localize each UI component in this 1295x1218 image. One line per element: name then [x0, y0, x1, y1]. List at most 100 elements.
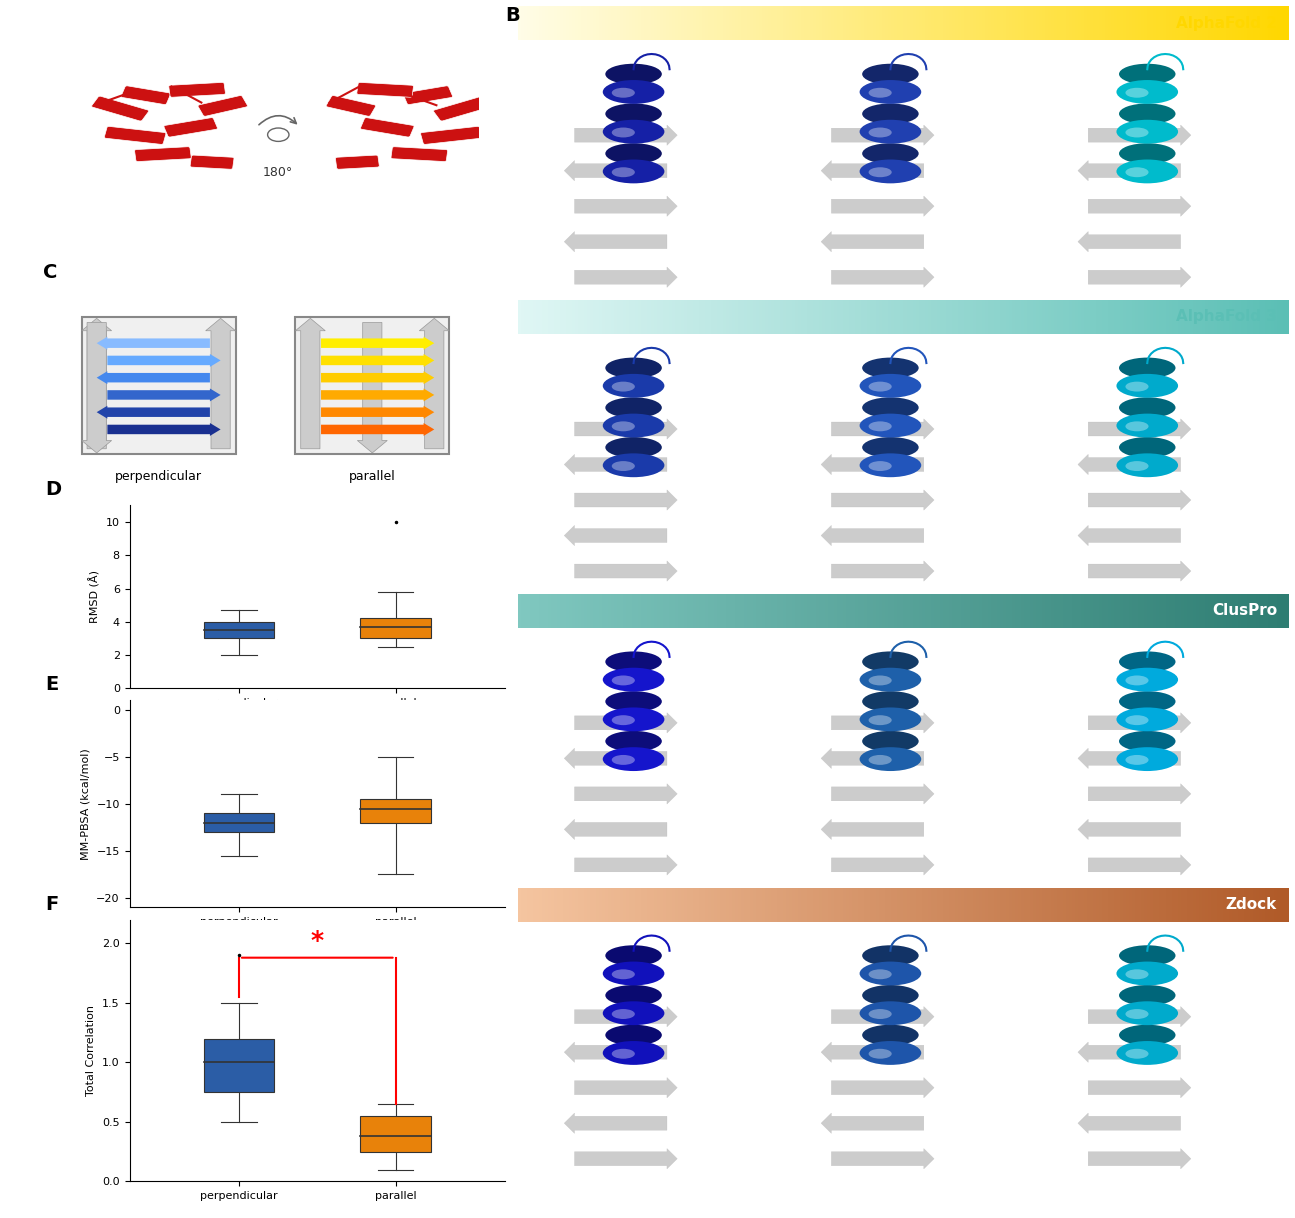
Ellipse shape: [860, 119, 921, 144]
FancyArrow shape: [565, 454, 667, 475]
Ellipse shape: [869, 1009, 892, 1019]
Ellipse shape: [869, 128, 892, 138]
Ellipse shape: [869, 167, 892, 177]
FancyArrow shape: [107, 389, 220, 402]
Ellipse shape: [860, 667, 921, 692]
Ellipse shape: [605, 691, 662, 711]
Ellipse shape: [1119, 437, 1176, 458]
FancyArrow shape: [831, 1078, 934, 1097]
Ellipse shape: [1116, 414, 1178, 437]
Text: 180°: 180°: [263, 166, 294, 179]
FancyArrow shape: [821, 454, 923, 475]
Ellipse shape: [611, 421, 635, 431]
Ellipse shape: [605, 945, 662, 966]
FancyBboxPatch shape: [421, 127, 482, 145]
Ellipse shape: [611, 381, 635, 391]
FancyBboxPatch shape: [203, 1039, 275, 1093]
Ellipse shape: [862, 104, 918, 124]
Ellipse shape: [611, 715, 635, 725]
FancyArrow shape: [1088, 713, 1191, 733]
Ellipse shape: [602, 80, 664, 104]
FancyArrow shape: [1088, 783, 1191, 804]
FancyArrow shape: [420, 318, 449, 448]
Ellipse shape: [860, 453, 921, 477]
Ellipse shape: [862, 144, 918, 164]
Ellipse shape: [1125, 715, 1149, 725]
Text: C: C: [43, 263, 58, 283]
Ellipse shape: [1116, 453, 1178, 477]
Ellipse shape: [1125, 381, 1149, 391]
Ellipse shape: [860, 1001, 921, 1026]
Ellipse shape: [1119, 691, 1176, 711]
FancyArrow shape: [565, 161, 667, 180]
Ellipse shape: [1116, 747, 1178, 771]
Ellipse shape: [605, 104, 662, 124]
FancyArrow shape: [1088, 490, 1191, 510]
FancyBboxPatch shape: [120, 85, 171, 105]
FancyArrow shape: [321, 406, 434, 419]
Ellipse shape: [611, 1049, 635, 1058]
Ellipse shape: [602, 1001, 664, 1026]
FancyArrow shape: [1077, 748, 1181, 769]
Ellipse shape: [1119, 144, 1176, 164]
Ellipse shape: [611, 1009, 635, 1019]
Text: D: D: [45, 480, 61, 499]
Ellipse shape: [602, 708, 664, 731]
FancyArrow shape: [107, 354, 220, 367]
FancyBboxPatch shape: [190, 155, 234, 169]
Ellipse shape: [862, 1024, 918, 1045]
Ellipse shape: [602, 119, 664, 144]
Ellipse shape: [860, 80, 921, 104]
FancyArrow shape: [206, 318, 236, 448]
FancyArrow shape: [1088, 125, 1191, 145]
FancyArrow shape: [821, 1043, 923, 1062]
FancyBboxPatch shape: [391, 146, 448, 162]
FancyArrow shape: [831, 713, 934, 733]
FancyArrow shape: [1088, 267, 1191, 287]
FancyArrow shape: [565, 1113, 667, 1134]
Ellipse shape: [862, 358, 918, 379]
Ellipse shape: [869, 676, 892, 686]
Y-axis label: MM-PBSA (kcal/mol): MM-PBSA (kcal/mol): [80, 748, 91, 860]
FancyBboxPatch shape: [434, 96, 491, 121]
Text: F: F: [45, 894, 58, 914]
Ellipse shape: [605, 652, 662, 672]
Text: AlphaFold 3: AlphaFold 3: [1176, 309, 1277, 324]
FancyArrow shape: [1077, 1113, 1181, 1134]
Ellipse shape: [602, 160, 664, 184]
FancyBboxPatch shape: [360, 619, 431, 638]
FancyArrow shape: [97, 406, 210, 419]
Ellipse shape: [1119, 63, 1176, 84]
FancyArrow shape: [831, 783, 934, 804]
Ellipse shape: [1116, 1041, 1178, 1065]
FancyArrow shape: [575, 1078, 677, 1097]
FancyArrow shape: [831, 855, 934, 875]
Ellipse shape: [602, 667, 664, 692]
Ellipse shape: [1125, 1009, 1149, 1019]
Text: perpendicular: perpendicular: [115, 470, 202, 484]
FancyArrow shape: [575, 855, 677, 875]
Ellipse shape: [602, 414, 664, 437]
Y-axis label: Total Correlation: Total Correlation: [87, 1005, 96, 1096]
Ellipse shape: [611, 755, 635, 765]
Ellipse shape: [860, 160, 921, 184]
FancyArrow shape: [821, 820, 923, 839]
Ellipse shape: [869, 381, 892, 391]
Ellipse shape: [605, 63, 662, 84]
FancyBboxPatch shape: [203, 621, 275, 638]
FancyBboxPatch shape: [295, 318, 449, 454]
FancyArrow shape: [97, 336, 210, 350]
Ellipse shape: [1119, 358, 1176, 379]
Ellipse shape: [1119, 652, 1176, 672]
FancyArrow shape: [831, 419, 934, 440]
Ellipse shape: [611, 462, 635, 471]
FancyBboxPatch shape: [360, 799, 431, 822]
Ellipse shape: [860, 961, 921, 985]
FancyBboxPatch shape: [105, 127, 166, 145]
FancyArrow shape: [295, 318, 325, 448]
FancyBboxPatch shape: [326, 95, 376, 116]
FancyArrow shape: [1088, 419, 1191, 440]
FancyArrow shape: [821, 748, 923, 769]
FancyArrow shape: [565, 748, 667, 769]
Ellipse shape: [862, 731, 918, 752]
